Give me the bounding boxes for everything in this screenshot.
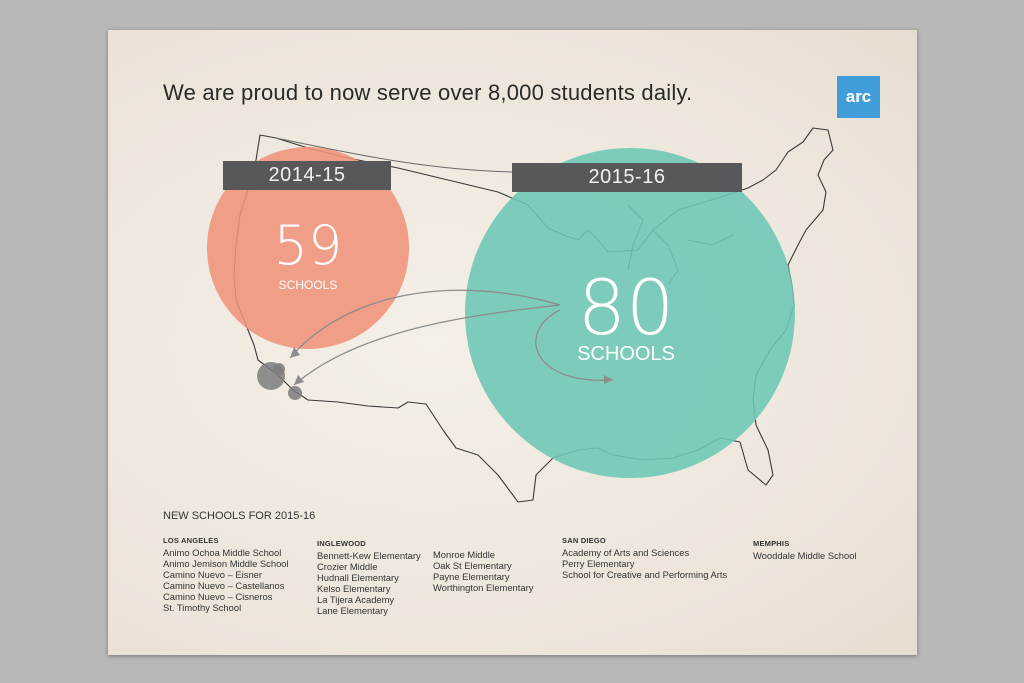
year-label-2015: 2015-16 bbox=[512, 163, 742, 192]
city-san-diego: SAN DIEGO bbox=[562, 536, 606, 545]
us-map-graphic bbox=[207, 127, 834, 503]
school-item: Monroe Middle bbox=[433, 549, 496, 560]
year-label-2014: 2014-15 bbox=[223, 161, 391, 190]
count-2014: 59 bbox=[273, 214, 343, 277]
school-item: Oak St Elementary bbox=[433, 560, 512, 571]
unit-2015: SCHOOLS bbox=[577, 343, 675, 365]
headline: We are proud to now serve over 8,000 stu… bbox=[163, 80, 693, 105]
school-item: Kelso Elementary bbox=[317, 583, 391, 594]
arc-logo: arc bbox=[837, 76, 880, 118]
circle-2014 bbox=[207, 147, 409, 349]
col-san-diego: SAN DIEGO Academy of Arts and Sciences P… bbox=[562, 535, 727, 580]
school-item: Animo Jemison Middle School bbox=[163, 558, 289, 569]
school-item: Camino Nuevo – Castellanos bbox=[163, 580, 285, 591]
school-item: Animo Ochoa Middle School bbox=[163, 547, 282, 558]
school-item: La Tijera Academy bbox=[317, 594, 395, 605]
school-item: Perry Elementary bbox=[562, 558, 635, 569]
new-schools-title: NEW SCHOOLS FOR 2015-16 bbox=[163, 510, 316, 522]
col-los-angeles: LOS ANGELES Animo Ochoa Middle School An… bbox=[163, 535, 289, 613]
school-item: Payne Elementary bbox=[433, 571, 510, 582]
count-2015: 80 bbox=[577, 263, 675, 352]
school-item: St. Timothy School bbox=[163, 602, 242, 613]
school-item: Camino Nuevo – Cisneros bbox=[163, 591, 273, 602]
school-item: Wooddale Middle School bbox=[753, 550, 857, 561]
school-item: Hudnall Elementary bbox=[317, 572, 399, 583]
city-inglewood: INGLEWOOD bbox=[317, 539, 366, 548]
school-item: School for Creative and Performing Arts bbox=[562, 569, 728, 580]
school-item: Lane Elementary bbox=[317, 605, 388, 616]
school-item: Crozier Middle bbox=[317, 561, 378, 572]
arrow-curve bbox=[289, 289, 561, 359]
san-diego-dot bbox=[288, 386, 302, 400]
school-item: Academy of Arts and Sciences bbox=[562, 547, 690, 558]
school-item: Camino Nuevo – Eisner bbox=[163, 569, 263, 580]
city-memphis: MEMPHIS bbox=[753, 539, 790, 548]
city-los-angeles: LOS ANGELES bbox=[163, 536, 219, 545]
infographic-poster: We are proud to now serve over 8,000 stu… bbox=[108, 30, 917, 655]
col-memphis: MEMPHIS Wooddale Middle School bbox=[753, 538, 857, 561]
unit-2014: SCHOOLS bbox=[278, 278, 338, 292]
school-item: Bennett-Kew Elementary bbox=[317, 550, 421, 561]
school-item: Worthington Elementary bbox=[433, 582, 534, 593]
circle-2015 bbox=[465, 148, 795, 478]
inglewood-dot bbox=[273, 363, 285, 375]
col-inglewood-continued: Monroe Middle Oak St Elementary Payne El… bbox=[433, 549, 533, 593]
col-inglewood: INGLEWOOD Bennett-Kew Elementary Crozier… bbox=[317, 538, 421, 616]
